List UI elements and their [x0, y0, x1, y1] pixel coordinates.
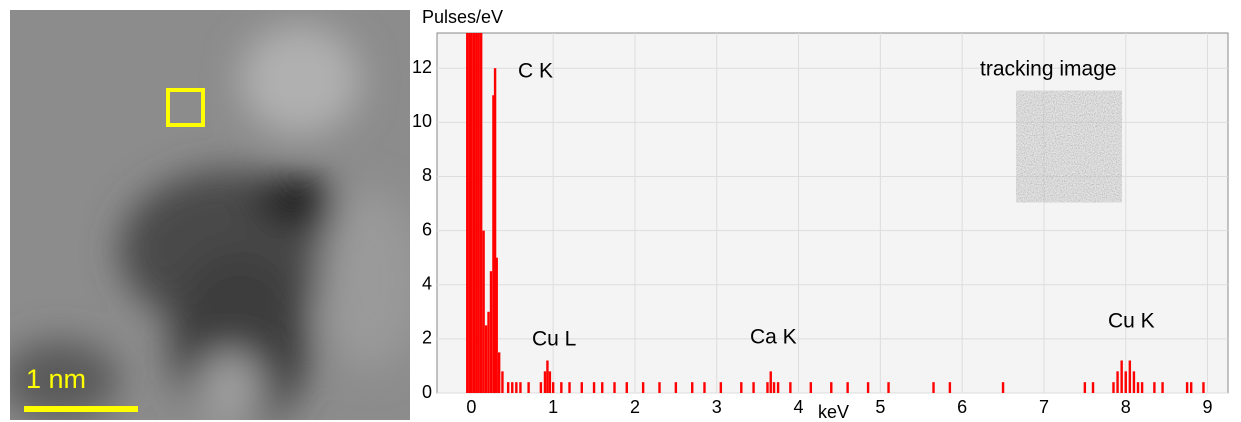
spectrum-bar: [830, 382, 832, 393]
spectrum-bar: [501, 371, 503, 393]
tracking-image: [1025, 100, 1113, 193]
y-tick-label: 2: [422, 328, 432, 348]
spectrum-bar: [560, 382, 562, 393]
spectrum-bar: [675, 382, 677, 393]
spectrum-bar: [752, 382, 754, 393]
spectrum-bar: [519, 382, 521, 393]
peak-annotation: Cu K: [1108, 310, 1155, 333]
spectrum-bar: [1153, 382, 1155, 393]
y-tick-label: 0: [422, 382, 432, 402]
scale-label: 1 nm: [26, 364, 86, 394]
spectrum-bar: [540, 382, 542, 393]
spectrum-bar: [511, 382, 513, 393]
spectrum-bar: [1186, 382, 1188, 393]
spectrum-bar: [766, 382, 768, 393]
spectrum-bar: [1120, 361, 1122, 393]
spectrum-bar: [720, 382, 722, 393]
spectrum-bar: [703, 382, 705, 393]
spectrum-bar: [1202, 382, 1204, 393]
spectrum-bar: [1092, 382, 1094, 393]
spectrum-bar: [810, 382, 812, 393]
y-tick-label: 12: [412, 57, 432, 77]
spectrum-bar: [473, 33, 475, 393]
spectrum-bar: [1002, 382, 1004, 393]
spectrum-bar: [867, 382, 869, 393]
spectrum-bar: [466, 33, 468, 393]
spectrum-bar: [527, 382, 529, 393]
spectrum-bar: [1125, 371, 1127, 393]
spectrum-bar: [552, 382, 554, 393]
spectrum-bar: [789, 382, 791, 393]
x-axis-label: keV: [818, 402, 849, 422]
spectrum-bar: [485, 325, 487, 393]
y-axis-label: Pulses/eV: [422, 7, 503, 27]
spectrum-bar: [846, 382, 848, 393]
spectrum-bar: [642, 382, 644, 393]
peak-annotation: Cu L: [532, 328, 576, 351]
x-tick-label: 9: [1203, 397, 1213, 417]
spectrum-bar: [777, 382, 779, 393]
x-tick-label: 0: [466, 397, 476, 417]
spectrum-bar: [949, 382, 951, 393]
x-tick-label: 5: [875, 397, 885, 417]
spectrum-bar: [507, 382, 509, 393]
micrograph: 1 nm: [0, 10, 420, 422]
spectrum-bar: [581, 382, 583, 393]
y-tick-label: 4: [422, 273, 432, 293]
spectrum-bar: [626, 382, 628, 393]
spectrum-bar: [740, 382, 742, 393]
y-tick-label: 6: [422, 219, 432, 239]
figure: 1 nm Pulses/eV keV 0246810120123456789C …: [0, 0, 1241, 422]
x-tick-label: 1: [548, 397, 558, 417]
peak-annotation: tracking image: [980, 58, 1117, 81]
spectrum-bar: [470, 33, 472, 393]
spectrum-bar: [1116, 371, 1118, 393]
spectrum-bar: [496, 258, 498, 393]
x-tick-label: 4: [794, 397, 804, 417]
spectrum-bar: [482, 231, 484, 393]
spectrum-bar: [546, 361, 548, 393]
spectrum-bar: [1084, 382, 1086, 393]
spectrum-bar: [478, 33, 480, 393]
spectrum-bar: [593, 382, 595, 393]
spectrum-bar: [487, 312, 489, 393]
spectrum-bar: [1190, 382, 1192, 393]
spectrum-bar: [1129, 361, 1131, 393]
spectrum-bar: [613, 382, 615, 393]
spectrum-bar: [691, 382, 693, 393]
spectrum-bar: [1137, 382, 1139, 393]
spectrum-bar: [601, 382, 603, 393]
spectrum-bar: [932, 382, 934, 393]
spectrum-bar: [490, 271, 492, 393]
peak-annotation: C K: [518, 60, 553, 83]
spectrum-bar: [544, 371, 546, 393]
x-tick-label: 8: [1121, 397, 1131, 417]
spectrum-bar: [498, 352, 500, 393]
x-tick-label: 7: [1039, 397, 1049, 417]
x-tick-label: 3: [712, 397, 722, 417]
spectrum-bar: [1161, 382, 1163, 393]
spectrum-bar: [475, 33, 477, 393]
spectrum-bar: [568, 382, 570, 393]
spectrum-bar: [1141, 382, 1143, 393]
spectrum-bar: [515, 382, 517, 393]
spectrum-bar: [887, 382, 889, 393]
y-tick-label: 10: [412, 111, 432, 131]
spectrum-bar: [480, 33, 482, 393]
spectrum-bar: [773, 382, 775, 393]
spectrum-bar: [770, 371, 772, 393]
spectrum-bar: [1112, 382, 1114, 393]
x-tick-label: 2: [630, 397, 640, 417]
x-tick-label: 6: [957, 397, 967, 417]
peak-annotation: Ca K: [750, 326, 797, 349]
y-tick-label: 8: [422, 165, 432, 185]
spectrum-bar: [658, 382, 660, 393]
spectrum-bar: [549, 371, 551, 393]
spectrum-bar: [1133, 371, 1135, 393]
